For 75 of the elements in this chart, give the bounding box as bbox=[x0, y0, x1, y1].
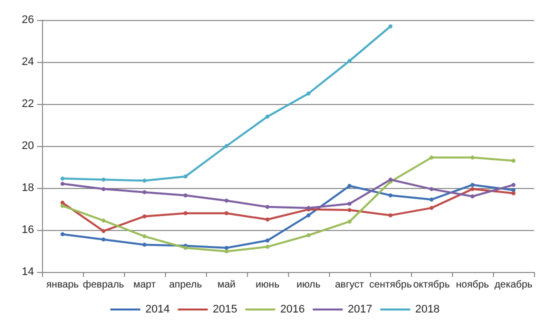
x-tick-label: апрель bbox=[169, 280, 202, 290]
x-tick-label: февраль bbox=[82, 280, 124, 290]
y-tick-label: 26 bbox=[22, 14, 34, 26]
point bbox=[430, 206, 434, 210]
legend-label: 2016 bbox=[280, 304, 305, 316]
point bbox=[102, 178, 106, 182]
x-tick-label: август bbox=[335, 280, 364, 290]
point bbox=[430, 187, 434, 192]
point bbox=[348, 184, 352, 188]
point bbox=[430, 156, 434, 160]
point bbox=[348, 58, 352, 63]
point bbox=[102, 187, 106, 192]
point bbox=[60, 182, 64, 186]
point bbox=[512, 188, 516, 192]
point bbox=[388, 24, 392, 28]
point bbox=[348, 202, 352, 206]
x-tick-label: июнь bbox=[256, 280, 280, 290]
point bbox=[266, 204, 270, 209]
point bbox=[348, 208, 352, 212]
x-tick-label: январь bbox=[46, 280, 79, 290]
point bbox=[266, 114, 270, 119]
point bbox=[512, 158, 516, 163]
point bbox=[266, 238, 270, 242]
point bbox=[184, 174, 188, 178]
point bbox=[266, 218, 270, 222]
y-tick-label: 22 bbox=[22, 98, 34, 110]
point bbox=[142, 214, 146, 218]
point bbox=[184, 193, 188, 198]
y-tick-label: 14 bbox=[22, 266, 34, 278]
point bbox=[60, 204, 64, 208]
point bbox=[348, 220, 352, 224]
point bbox=[184, 211, 188, 216]
x-tick-label: май bbox=[217, 280, 236, 290]
point bbox=[224, 249, 228, 254]
point bbox=[60, 200, 64, 205]
point bbox=[102, 218, 106, 223]
point bbox=[102, 237, 106, 242]
y-tick-label: 16 bbox=[22, 224, 34, 236]
point bbox=[142, 190, 146, 194]
point bbox=[388, 213, 392, 218]
legend-label: 2014 bbox=[145, 304, 170, 316]
y-tick-label: 18 bbox=[22, 182, 34, 194]
legend-label: 2015 bbox=[212, 304, 238, 316]
x-tick-label: март bbox=[133, 280, 156, 290]
point bbox=[512, 191, 516, 196]
point bbox=[224, 198, 228, 203]
y-tick-label: 24 bbox=[22, 56, 34, 68]
point bbox=[306, 233, 310, 238]
point bbox=[224, 211, 228, 216]
y-tick-label: 20 bbox=[22, 140, 34, 152]
point bbox=[512, 182, 516, 187]
x-tick-label: сентябрь bbox=[369, 280, 412, 290]
point bbox=[306, 213, 310, 218]
x-tick-label: ноябрь bbox=[456, 280, 489, 290]
point bbox=[306, 92, 310, 96]
legend-label: 2018 bbox=[415, 304, 440, 316]
point bbox=[266, 244, 270, 249]
point bbox=[142, 234, 146, 238]
x-tick-label: декабрь bbox=[494, 280, 533, 290]
point bbox=[430, 198, 434, 202]
point bbox=[470, 194, 474, 198]
point bbox=[470, 156, 474, 160]
point bbox=[142, 178, 146, 183]
point bbox=[60, 232, 64, 236]
point bbox=[470, 182, 474, 187]
point bbox=[142, 242, 146, 247]
x-tick-label: октябрь bbox=[413, 280, 450, 290]
x-tick-label: июль bbox=[296, 280, 320, 290]
point bbox=[102, 229, 106, 234]
point bbox=[470, 187, 474, 192]
point bbox=[224, 246, 228, 250]
legend-label: 2017 bbox=[348, 304, 372, 316]
point bbox=[60, 176, 64, 181]
point bbox=[224, 144, 228, 148]
point bbox=[388, 193, 392, 198]
